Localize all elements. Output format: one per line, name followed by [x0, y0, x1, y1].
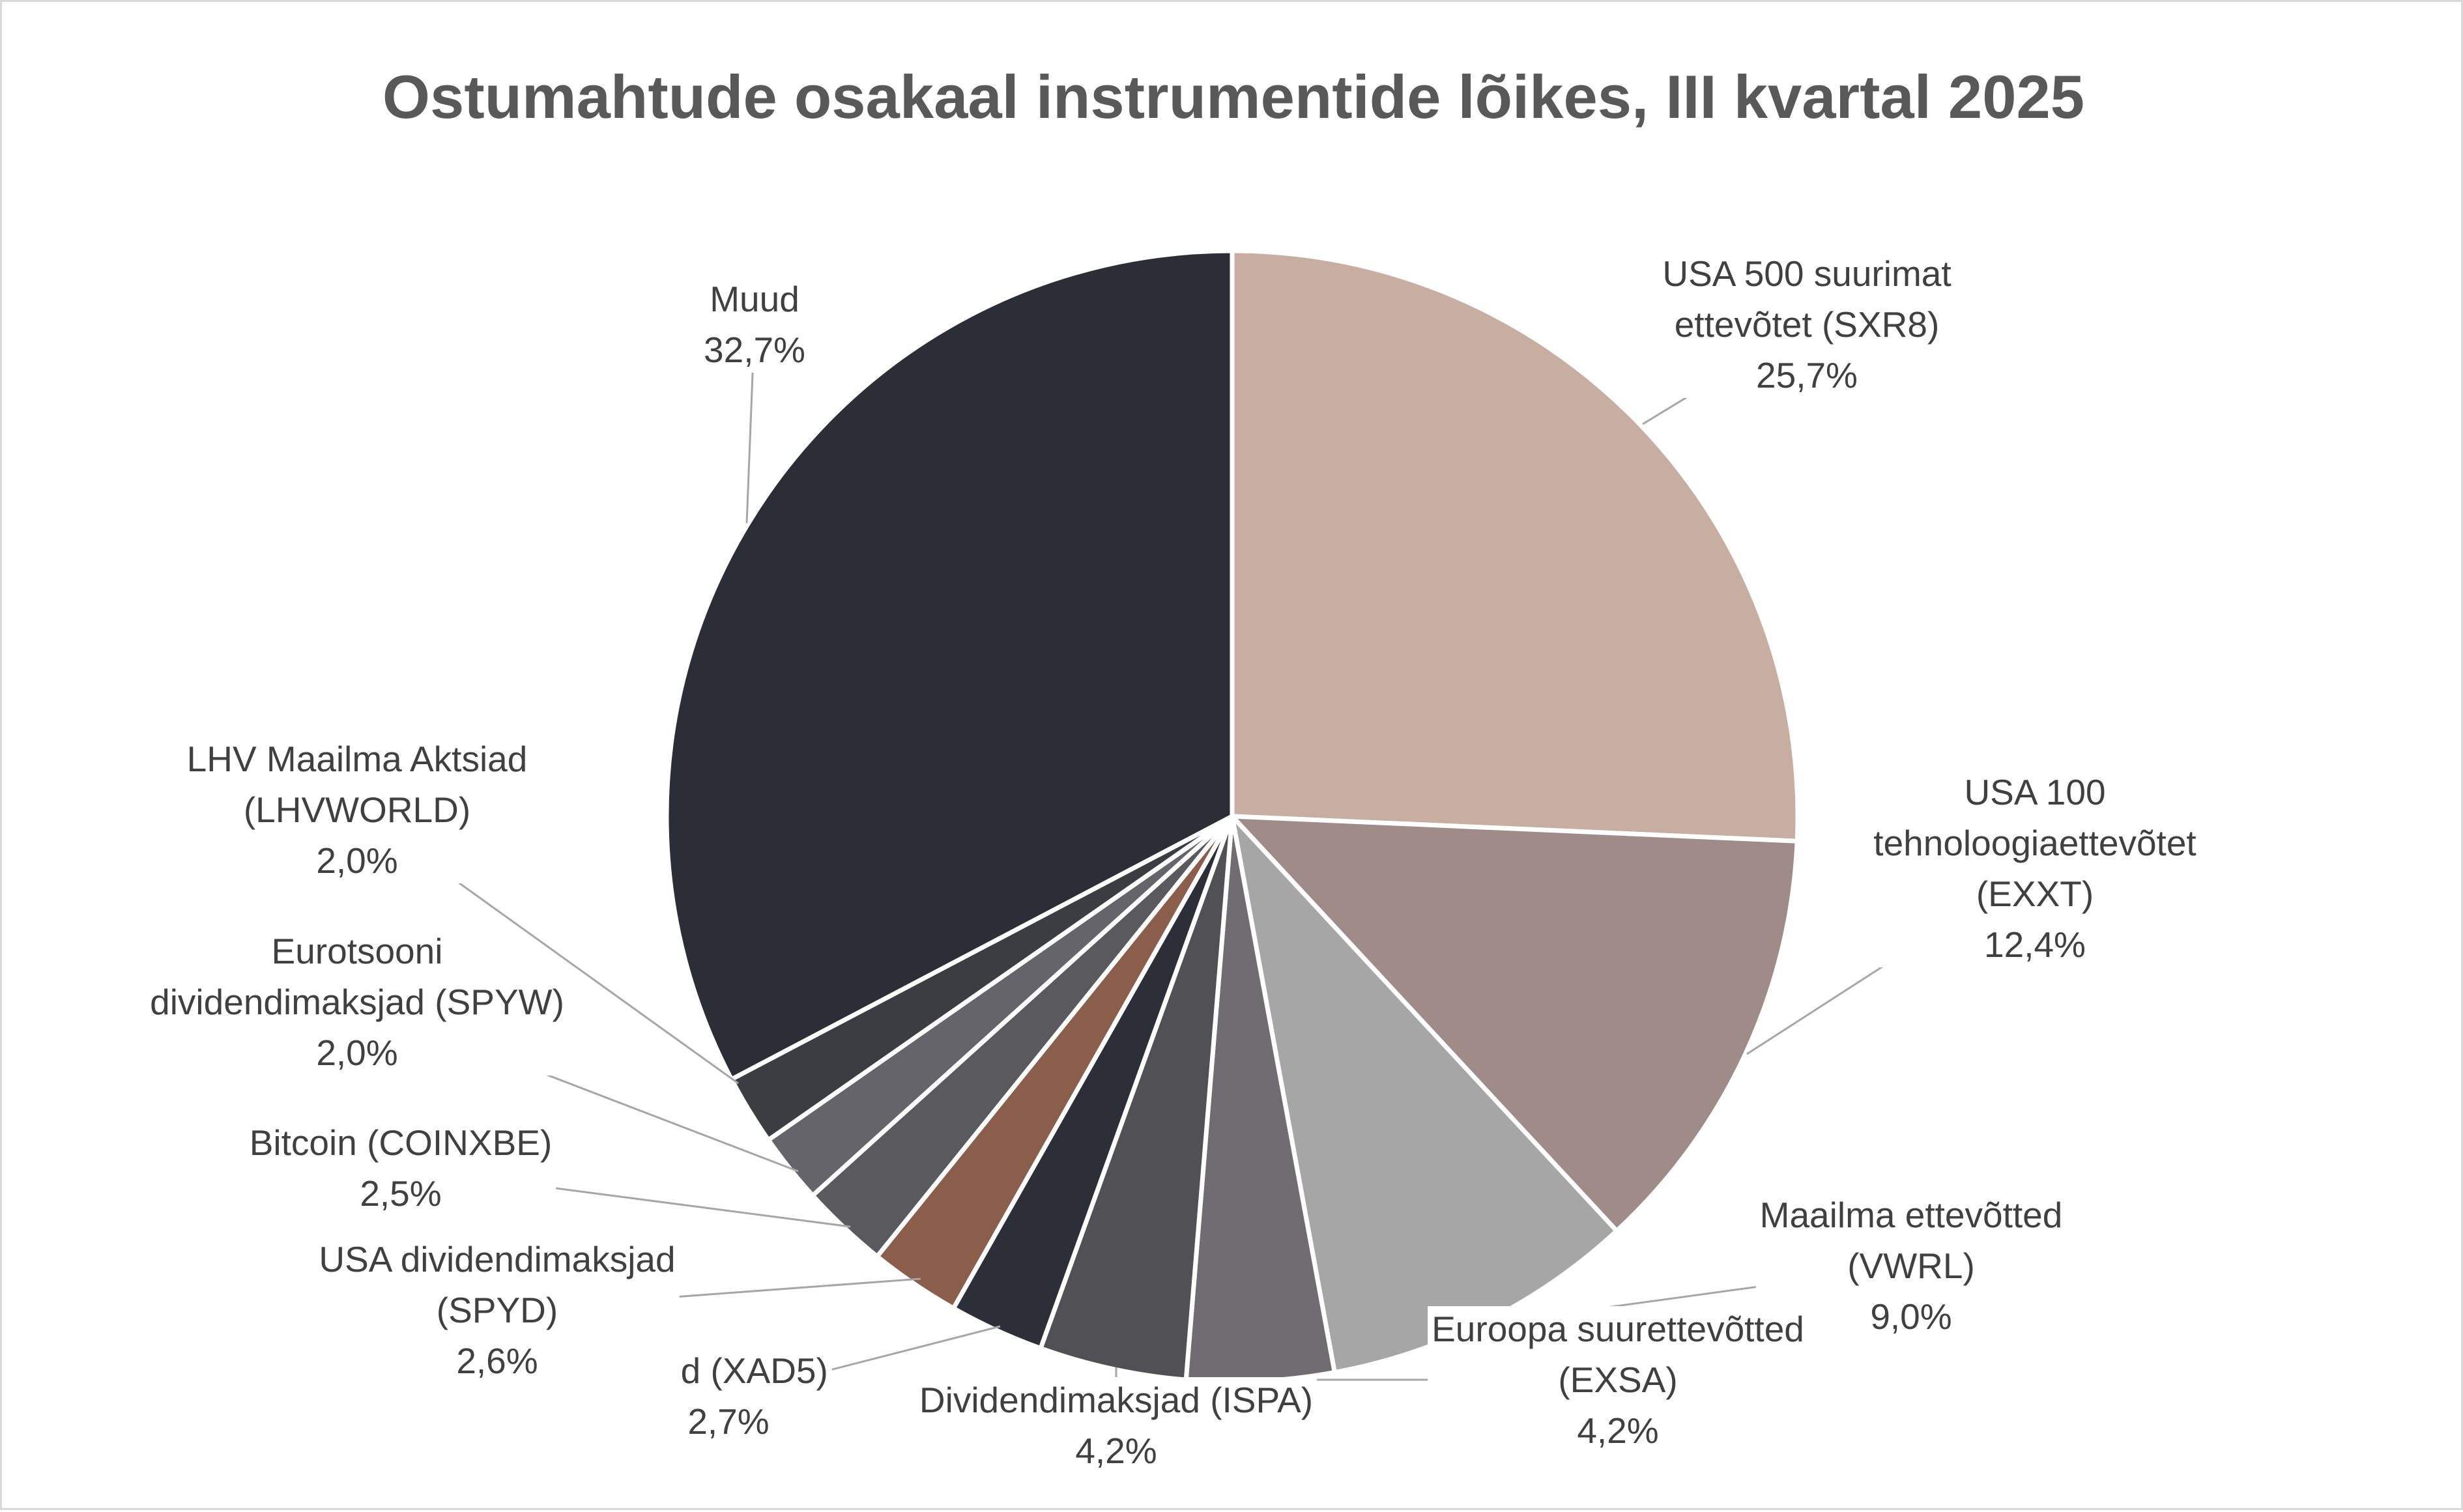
data-label-background	[700, 276, 809, 373]
data-label-4: Dividendimaksjad (ISPA) 4,2%	[919, 1380, 1313, 1471]
pie-slice-1	[1230, 814, 1800, 1233]
data-label-text: (EXSA)	[1558, 1360, 1677, 1400]
data-label-background	[146, 928, 568, 1076]
data-label-8: Eurotsooni dividendimaksjad (SPYW) 2,0%	[150, 931, 564, 1073]
data-label-text: USA 100	[1964, 772, 2105, 812]
data-label-text: ettevõtet (SXR8)	[1675, 304, 1940, 345]
data-label-9: LHV Maailma Aktsiad (LHVWORLD) 2,0%	[187, 739, 528, 881]
data-label-value: 12,4%	[1984, 924, 2086, 965]
data-label-1: USA 100 tehnoloogiaettevõtet (EXXT) 12,4%	[1873, 772, 2196, 965]
data-label-text: LHV Maailma Aktsiad	[187, 739, 528, 779]
pie-slice-10	[664, 248, 1235, 1082]
data-label-background	[915, 1377, 1318, 1474]
data-label-value: 2,5%	[360, 1173, 441, 1214]
data-label-value: 2,6%	[456, 1341, 538, 1381]
data-label-text: (EXXT)	[1976, 874, 2094, 914]
data-label-background	[1869, 769, 2200, 967]
data-label-background	[182, 736, 532, 883]
pie-slice-0	[1230, 248, 1800, 844]
data-label-0: USA 500 suurimat ettevõtet (SXR8) 25,7%	[1662, 253, 1951, 395]
data-label-text: Dividendimaksjad (ISPA)	[919, 1380, 1313, 1420]
data-label-text: Muud	[710, 279, 799, 319]
data-label-text: tehnoloogiaettevõtet	[1873, 823, 2196, 863]
data-label-value: 2,7%	[687, 1401, 769, 1442]
data-label-text: USA dividendimaksjad	[319, 1239, 675, 1279]
data-label-background	[245, 1120, 556, 1216]
data-label-text: dividendimaksjad (SPYW)	[150, 982, 564, 1022]
data-label-text: (VWRL)	[1847, 1246, 1975, 1286]
data-label-background	[1658, 251, 1955, 398]
data-label-text: (LHVWORLD)	[244, 790, 470, 830]
data-label-value: 25,7%	[1756, 355, 1858, 395]
data-label-3: Euroopa suurettevõtted (EXSA) 4,2%	[1432, 1309, 1804, 1451]
data-label-background	[1428, 1306, 1808, 1453]
data-label-text: (SPYD)	[437, 1290, 558, 1330]
data-label-text: Bitcoin (COINXBE)	[250, 1122, 553, 1163]
chart-title: Ostumahtude osakaal instrumentide lõikes…	[382, 63, 2085, 131]
data-label-value: 4,2%	[1075, 1431, 1157, 1471]
data-label-value: 32,7%	[704, 330, 805, 370]
data-label-2: Maailma ettevõtted (VWRL) 9,0%	[1760, 1195, 2063, 1337]
data-label-text: Maailma ettevõtted	[1760, 1195, 2063, 1235]
data-label-value: 2,0%	[316, 1033, 397, 1073]
data-label-background	[315, 1236, 680, 1384]
data-label-10: Muud 32,7%	[704, 279, 805, 370]
data-label-value: 9,0%	[1870, 1296, 1952, 1337]
data-label-text: Eurotsooni	[272, 931, 443, 971]
data-label-7: Bitcoin (COINXBE) 2,5%	[250, 1122, 553, 1214]
data-label-text: Euroopa suurettevõtted	[1432, 1309, 1804, 1349]
data-label-6: USA dividendimaksjad (SPYD) 2,6%	[319, 1239, 675, 1381]
data-label-value: 2,0%	[316, 840, 397, 881]
data-label-value: 4,2%	[1577, 1410, 1658, 1451]
data-label-text: USA 500 suurimat	[1662, 253, 1951, 294]
